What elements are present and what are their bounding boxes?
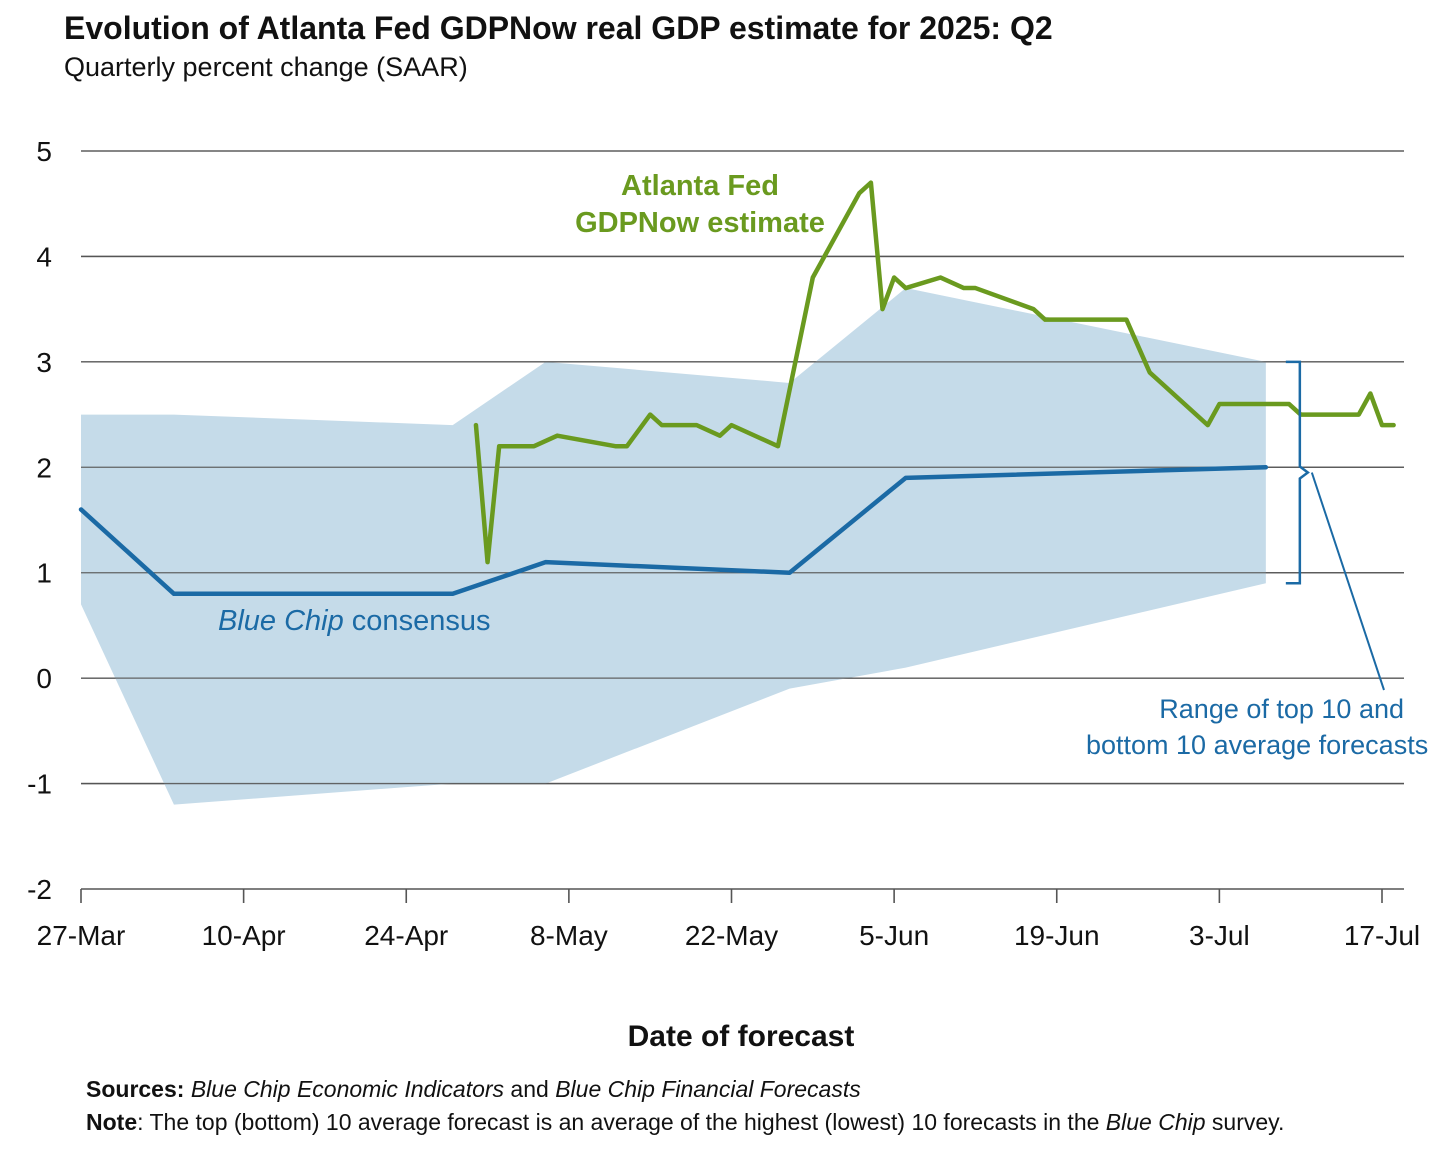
range-annotation: Range of top 10 and bottom 10 average fo… — [1086, 691, 1429, 763]
y-tick-label: 0 — [36, 663, 52, 694]
source-2: Blue Chip Financial Forecasts — [555, 1076, 861, 1102]
x-tick-label: 8-May — [530, 920, 608, 951]
gridlines-over-band — [81, 150, 1404, 785]
tick-labels: -2 -1 0 1 2 3 4 5 27-Mar 10-Apr 24-Apr 8-May 22-May 5… — [27, 136, 1420, 951]
note-text-1: : The top (bottom) 10 average forecast i… — [137, 1109, 1106, 1135]
x-tick-label: 3-Jul — [1189, 920, 1250, 951]
gdpnow-annotation: Atlanta Fed GDPNow estimate — [560, 168, 840, 242]
y-tick-label: -2 — [27, 874, 52, 905]
y-tick-label: 3 — [36, 347, 52, 378]
y-tick-label: 2 — [36, 452, 52, 483]
range-bracket-shape — [1285, 360, 1310, 585]
source-1: Blue Chip Economic Indicators — [190, 1076, 505, 1102]
x-tick-label: 22-May — [685, 920, 778, 951]
note-italic: Blue Chip — [1105, 1109, 1206, 1135]
note-label: Note — [86, 1109, 138, 1135]
sources-and: and — [504, 1076, 556, 1102]
chart-title: Evolution of Atlanta Fed GDPNow real GDP… — [64, 10, 1053, 46]
x-tick-label: 24-Apr — [364, 920, 448, 951]
gdpnow-line — [473, 180, 1396, 565]
gdpnow-annotation-line1: Atlanta Fed — [621, 170, 779, 202]
bluechip-annotation: Blue Chip consensus — [218, 605, 490, 638]
range-annotation-line1: Range of top 10 and — [1159, 694, 1404, 724]
bluechip-annotation-italic: Blue Chip — [218, 605, 344, 637]
y-tick-label: 4 — [36, 241, 52, 272]
x-axis — [80, 888, 1404, 903]
series-lines — [78, 180, 1396, 597]
x-tick-label: 5-Jun — [859, 920, 929, 951]
y-tick-label: 1 — [36, 558, 52, 589]
range-band — [81, 288, 1266, 805]
note-text-2: survey. — [1205, 1109, 1285, 1135]
sources-line: Sources: Blue Chip Economic Indicators a… — [86, 1076, 861, 1103]
gdpnow-annotation-line2: GDPNow estimate — [575, 207, 825, 239]
range-band-layer — [81, 288, 1266, 805]
bluechip-annotation-rest: consensus — [343, 605, 491, 637]
y-tick-label: -1 — [27, 769, 52, 800]
x-axis-label: Date of forecast — [627, 1020, 855, 1053]
bluechip-line — [78, 465, 1269, 597]
x-tick-label: 27-Mar — [37, 920, 126, 951]
range-bracket — [1285, 360, 1385, 691]
chart-subtitle: Quarterly percent change (SAAR) — [64, 52, 468, 82]
x-tick-label: 17-Jul — [1344, 920, 1420, 951]
range-annotation-line2: bottom 10 average forecasts — [1086, 730, 1429, 760]
x-tick-label: 19-Jun — [1014, 920, 1100, 951]
y-tick-label: 5 — [36, 136, 52, 167]
x-tick-label: 10-Apr — [202, 920, 286, 951]
sources-label: Sources: — [86, 1076, 185, 1102]
range-leader-line — [1310, 472, 1385, 691]
note-line: Note: The top (bottom) 10 average foreca… — [86, 1109, 1284, 1136]
